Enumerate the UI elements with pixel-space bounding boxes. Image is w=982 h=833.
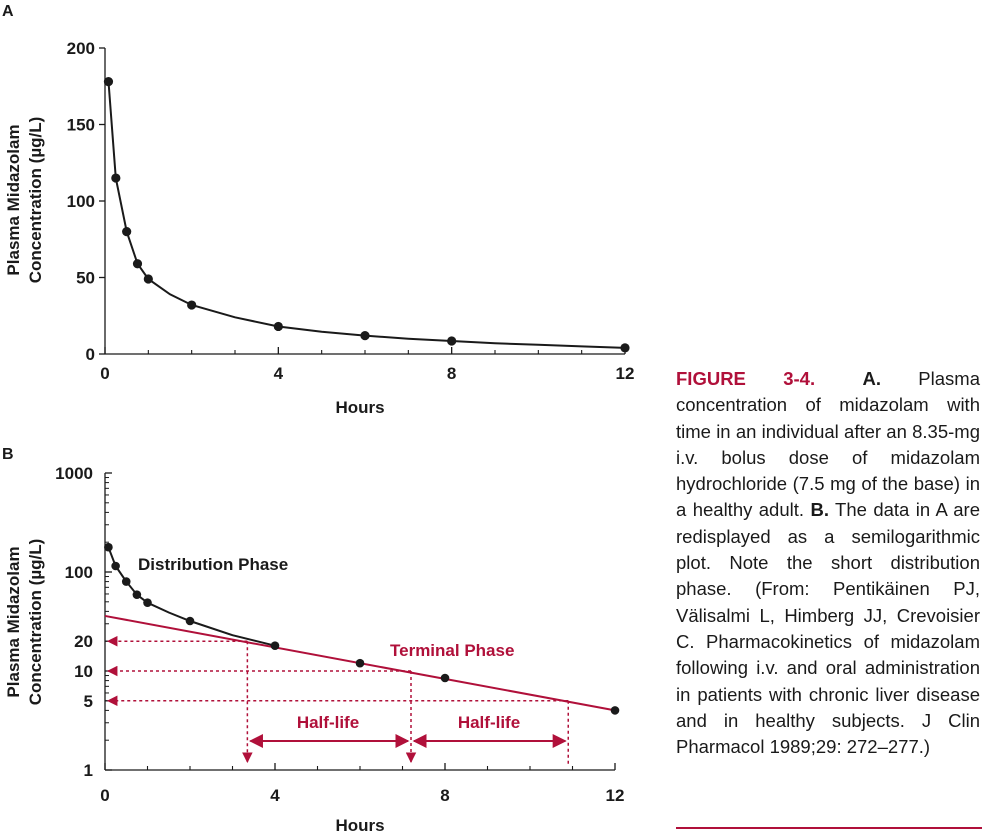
panel-b-data-point (111, 561, 120, 571)
panel-b-data-point (270, 641, 280, 651)
panel-a-data-point (132, 259, 143, 269)
panel-a-x-tick-label: 0 (100, 364, 109, 383)
panel-b-y-tick-label: 1 (84, 761, 93, 780)
panel-a-x-axis-title: Hours (335, 398, 384, 417)
panel-a-data-point (273, 321, 283, 332)
panel-a-x-tick-label: 4 (274, 364, 284, 383)
panel-b-y-tick-label: 10 (74, 662, 93, 681)
caption-b-label: B. (810, 499, 829, 521)
panel-b-data-point (610, 706, 620, 715)
panel-b-y-tick-label: 5 (84, 692, 93, 711)
panel-b-y-tick-label: 1000 (55, 464, 93, 483)
panel-b-letter: B (2, 446, 14, 463)
panel-b-half-life-guides (106, 635, 569, 766)
panel-b-data-point (440, 673, 450, 683)
panel-a-chart: A 0 50 100 150 200 0 4 8 12 Hours Plasma Midazo… (2, 3, 634, 417)
caption-a-label: A. (862, 368, 881, 389)
panel-a-x-ticks: 0 4 8 12 (100, 347, 634, 383)
panel-b-y-axis-title-line1: Plasma Midazolam (4, 546, 23, 697)
panel-b-data-point (121, 577, 131, 586)
panel-b-data-point (355, 658, 365, 668)
panel-b-chart: B 1 5 10 20 100 1000 0 4 8 12 Hours Plasma Midaz… (2, 446, 624, 833)
panel-b-y-tick-label: 20 (74, 632, 93, 651)
panel-b-x-tick-label: 12 (606, 786, 625, 805)
panel-b-x-ticks: 0 4 8 12 (100, 763, 624, 805)
terminal-phase-label: Terminal Phase (390, 641, 514, 660)
panel-b-x-tick-label: 4 (270, 786, 280, 805)
panel-a-data-point (103, 77, 114, 87)
half-life-label-1: Half-life (297, 713, 359, 732)
panel-b-series-points (104, 542, 620, 715)
panel-b-data-point (143, 598, 152, 607)
panel-b-data-point (104, 542, 113, 552)
panel-a-y-axis-title-line2: Concentration (µg/L) (26, 117, 45, 284)
panel-a-data-point (447, 336, 457, 346)
panel-b-y-axis-title-line2: Concentration (µg/L) (26, 539, 45, 706)
panel-a-y-tick-label: 150 (67, 116, 95, 135)
caption-b-text: The data in A are redisplayed as a semil… (676, 499, 980, 758)
panel-b-y-ticks: 1 5 10 20 100 1000 (55, 464, 112, 780)
panel-a-letter: A (2, 3, 14, 20)
panel-a-y-tick-label: 50 (76, 269, 95, 288)
panel-a-curve-line (107, 81, 626, 349)
panel-b-data-point (132, 590, 142, 599)
panel-b-x-tick-label: 0 (100, 786, 109, 805)
panel-a-data-point (360, 331, 370, 341)
half-life-label-2: Half-life (458, 713, 520, 732)
panel-a-data-point (143, 274, 153, 284)
panel-a-data-point (111, 173, 121, 183)
panel-a-data-point (122, 227, 132, 237)
panel-a-y-tick-label: 0 (86, 345, 95, 364)
panel-a-data-point (620, 343, 630, 353)
caption-rule (676, 827, 982, 829)
panel-a-y-tick-label: 100 (67, 192, 95, 211)
panel-b-x-tick-label: 8 (440, 786, 449, 805)
panel-b-axes (104, 473, 615, 771)
panel-a-y-tick-label: 200 (67, 39, 95, 58)
panel-a-x-tick-label: 12 (616, 364, 635, 383)
panel-a-data-point (187, 300, 197, 310)
panel-a-axes (104, 48, 625, 355)
figure-label: FIGURE 3-4. (676, 368, 816, 389)
panel-a-y-ticks: 0 50 100 150 200 (67, 39, 105, 364)
figure-caption: FIGURE 3-4. A. Plasma concentration of m… (676, 366, 980, 760)
panel-b-x-axis-title: Hours (335, 816, 384, 833)
panel-b-data-point (185, 616, 195, 626)
panel-b-y-tick-label: 100 (65, 563, 93, 582)
distribution-phase-label: Distribution Phase (138, 555, 288, 574)
panel-a-series-points (103, 77, 630, 353)
panel-a-x-tick-label: 8 (447, 364, 456, 383)
panel-a-y-axis-title-line1: Plasma Midazolam (4, 124, 23, 275)
caption-a-text: Plasma concentration of midazolam with t… (676, 368, 980, 521)
panel-a-series-curve (107, 81, 626, 349)
